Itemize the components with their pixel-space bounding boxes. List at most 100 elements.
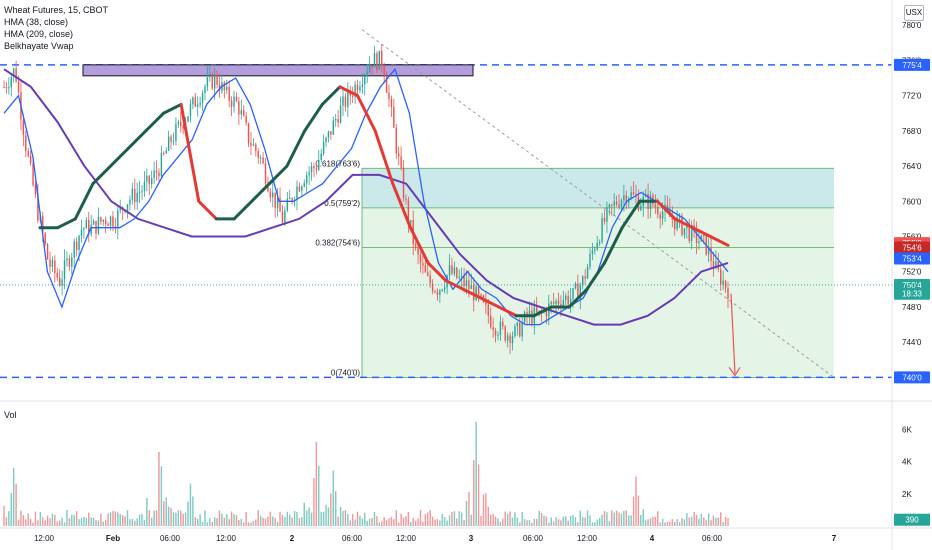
candle-body[interactable] (581, 276, 584, 286)
candle-body[interactable] (107, 224, 109, 226)
candle-body[interactable] (245, 115, 247, 123)
vwap-segment[interactable] (232, 199, 254, 221)
candle-body[interactable] (681, 215, 683, 235)
vwap-segment[interactable] (267, 164, 289, 186)
candle-body[interactable] (37, 194, 39, 221)
candle-body[interactable] (504, 326, 506, 341)
candle-body[interactable] (693, 224, 695, 229)
candle-body[interactable] (216, 74, 218, 85)
candle-body[interactable] (61, 279, 63, 286)
candle-body[interactable] (5, 87, 8, 89)
candle-body[interactable] (85, 220, 88, 229)
candle-body[interactable] (42, 216, 44, 234)
candle-body[interactable] (506, 335, 509, 341)
candle-body[interactable] (119, 207, 121, 211)
candle-body[interactable] (344, 96, 347, 108)
candle-body[interactable] (400, 156, 402, 168)
candle-body[interactable] (322, 142, 325, 154)
candle-body[interactable] (126, 204, 129, 212)
candle-body[interactable] (460, 275, 463, 277)
candle-body[interactable] (514, 326, 516, 337)
candle-body[interactable] (330, 131, 332, 135)
candle-body[interactable] (393, 106, 395, 128)
candle-body[interactable] (550, 302, 552, 304)
candle-body[interactable] (313, 166, 315, 169)
candle-body[interactable] (58, 277, 61, 286)
candle-body[interactable] (707, 246, 710, 255)
candle-body[interactable] (499, 321, 502, 335)
candle-body[interactable] (134, 188, 136, 203)
candle-body[interactable] (700, 235, 703, 242)
candle-body[interactable] (364, 76, 366, 85)
candle-body[interactable] (3, 86, 5, 88)
candle-body[interactable] (686, 226, 688, 229)
candle-body[interactable] (213, 74, 216, 89)
candle-body[interactable] (698, 241, 700, 243)
candle-body[interactable] (68, 258, 71, 267)
candle-body[interactable] (448, 265, 451, 276)
candle-body[interactable] (46, 243, 49, 260)
candle-body[interactable] (223, 82, 226, 91)
candle-body[interactable] (620, 200, 623, 208)
candle-body[interactable] (163, 153, 165, 155)
candle-body[interactable] (441, 289, 443, 291)
candle-body[interactable] (226, 86, 228, 91)
candle-body[interactable] (475, 286, 477, 301)
candle-body[interactable] (22, 119, 25, 136)
candle-body[interactable] (557, 300, 560, 305)
candle-body[interactable] (562, 300, 565, 306)
candle-body[interactable] (240, 110, 243, 115)
candle-body[interactable] (165, 150, 167, 154)
candle-body[interactable] (262, 157, 264, 164)
candle-body[interactable] (296, 186, 298, 200)
vwap-segment[interactable] (91, 164, 113, 186)
vwap-segment[interactable] (197, 199, 218, 221)
candle-body[interactable] (603, 218, 606, 222)
candle-body[interactable] (424, 265, 427, 273)
candle-body[interactable] (138, 191, 141, 193)
candle-body[interactable] (257, 151, 259, 158)
candle-body[interactable] (10, 77, 12, 88)
candle-body[interactable] (56, 272, 58, 278)
candle-body[interactable] (659, 214, 661, 219)
candle-body[interactable] (552, 302, 555, 304)
candle-body[interactable] (177, 121, 180, 125)
candle-body[interactable] (703, 235, 705, 237)
candle-body[interactable] (238, 101, 240, 115)
candle-body[interactable] (172, 141, 175, 143)
candle-body[interactable] (12, 68, 15, 78)
candle-body[interactable] (83, 228, 85, 230)
candle-body[interactable] (427, 272, 429, 276)
candle-body[interactable] (419, 254, 422, 264)
vwap-segment[interactable] (320, 85, 342, 106)
vwap-segment[interactable] (56, 217, 77, 230)
vwap-segment[interactable] (655, 199, 677, 221)
candle-body[interactable] (308, 172, 310, 176)
candle-body[interactable] (487, 304, 490, 316)
candle-body[interactable] (591, 250, 594, 254)
candle-body[interactable] (104, 219, 107, 225)
candle-body[interactable] (284, 210, 286, 223)
candle-body[interactable] (242, 110, 245, 116)
candle-body[interactable] (410, 220, 412, 223)
candle-body[interactable] (269, 191, 272, 198)
candle-body[interactable] (54, 260, 56, 273)
candle-body[interactable] (690, 224, 693, 242)
hma-slow-line[interactable] (3, 68, 729, 326)
candle-body[interactable] (385, 76, 388, 93)
candle-body[interactable] (274, 192, 276, 209)
candle-body[interactable] (192, 97, 194, 105)
candle-body[interactable] (109, 216, 112, 226)
candle-body[interactable] (102, 219, 105, 222)
candle-body[interactable] (255, 144, 257, 152)
candle-body[interactable] (8, 87, 10, 89)
candle-body[interactable] (535, 307, 538, 313)
candle-body[interactable] (218, 84, 221, 91)
candle-body[interactable] (32, 163, 34, 186)
price-label-box[interactable] (894, 241, 930, 254)
candle-body[interactable] (511, 336, 514, 343)
candle-body[interactable] (710, 246, 712, 261)
candle-body[interactable] (395, 127, 397, 154)
candle-body[interactable] (516, 322, 519, 327)
candle-body[interactable] (674, 219, 676, 230)
